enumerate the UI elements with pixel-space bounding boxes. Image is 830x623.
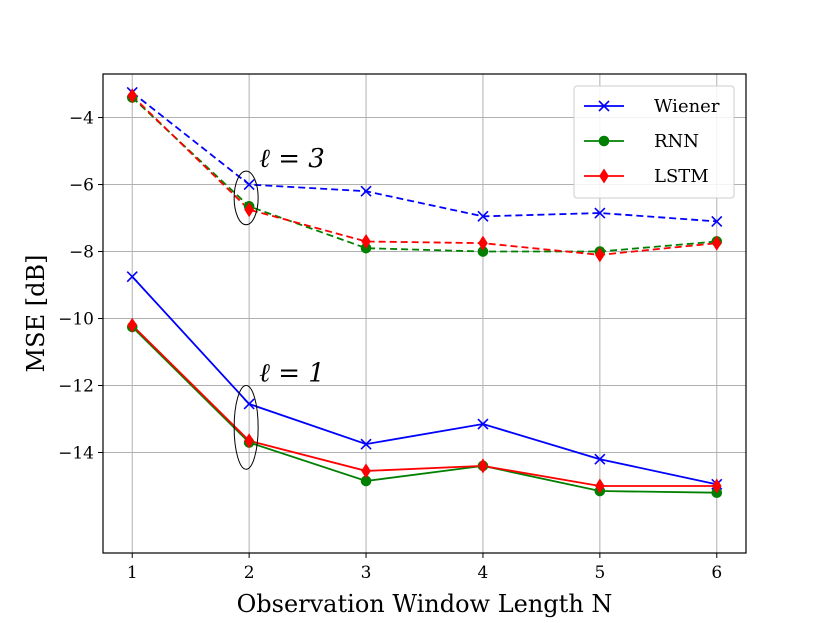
legend-marker-lstm xyxy=(599,168,609,184)
x-tick-label: 3 xyxy=(361,563,372,583)
x-tick-label: 5 xyxy=(594,563,605,583)
y-tick-label: −4 xyxy=(69,109,94,129)
data-point-lstm-l3 xyxy=(711,235,722,251)
data-point-lstm-l3 xyxy=(244,202,254,218)
data-point-wiener-l1 xyxy=(594,453,606,465)
series-lines xyxy=(131,91,717,494)
series-line-rnn-l3 xyxy=(131,96,717,253)
data-point-lstm-l3 xyxy=(478,235,488,251)
y-tick-label: −6 xyxy=(69,176,94,196)
x-tick-label: 4 xyxy=(478,563,489,583)
data-point-wiener-l1 xyxy=(126,271,138,283)
series-line-wiener-l3 xyxy=(131,91,717,223)
legend-label-rnn: RNN xyxy=(654,131,699,152)
y-tick-label: −14 xyxy=(58,444,94,464)
data-point-lstm-l1 xyxy=(711,478,722,494)
data-point-lstm-l1 xyxy=(595,478,605,494)
data-point-lstm-l1 xyxy=(127,317,138,333)
data-point-lstm-l3 xyxy=(595,247,605,263)
data-point-wiener-l3 xyxy=(594,207,606,219)
y-tick-label: −8 xyxy=(69,243,94,263)
legend-box xyxy=(573,85,735,199)
legend-marker-wiener xyxy=(598,100,610,112)
annotation-label-l3: ℓ = 3 xyxy=(259,144,325,174)
y-tick-label: −12 xyxy=(58,377,94,397)
data-point-wiener-l3 xyxy=(711,215,723,227)
x-tick-label: 6 xyxy=(711,563,722,583)
axis-ticks: 1 2 3 4 5 6 −14 −12 −10 −8 −6 −4 xyxy=(58,109,722,583)
data-point-wiener-l1 xyxy=(360,438,372,450)
data-point-lstm-l1 xyxy=(361,463,371,479)
annotations: ℓ = 3 ℓ = 1 xyxy=(233,144,325,470)
legend-marker-rnn xyxy=(598,135,610,147)
data-point-wiener-l1 xyxy=(477,418,489,430)
series-line-rnn-l1 xyxy=(131,326,717,494)
series-markers xyxy=(126,86,723,499)
data-point-wiener-l3 xyxy=(360,185,372,197)
series-line-wiener-l1 xyxy=(131,276,717,486)
annotation-ellipse-l3 xyxy=(233,170,259,226)
y-tick-label: −10 xyxy=(58,310,94,330)
data-point-wiener-l3 xyxy=(477,210,489,222)
series-line-lstm-l3 xyxy=(131,95,717,256)
x-tick-label: 1 xyxy=(127,563,138,583)
legend-label-lstm: LSTM xyxy=(654,166,709,187)
data-point-lstm-l3 xyxy=(127,88,138,104)
data-point-lstm-l3 xyxy=(361,233,371,250)
legend: Wiener RNN LSTM xyxy=(573,85,735,199)
legend-label-wiener: Wiener xyxy=(654,96,720,117)
series-line-lstm-l1 xyxy=(131,324,717,487)
annotation-label-l1: ℓ = 1 xyxy=(259,359,325,389)
x-axis-label: Observation Window Length N xyxy=(237,590,613,618)
data-point-wiener-l3 xyxy=(243,178,255,191)
annotation-ellipse-l1 xyxy=(233,385,259,470)
data-point-wiener-l1 xyxy=(243,398,255,410)
plot-frame xyxy=(102,73,747,554)
x-tick-label: 2 xyxy=(244,563,255,583)
data-point-lstm-l1 xyxy=(244,433,254,449)
y-axis-label: MSE [dB] xyxy=(22,255,50,373)
data-point-lstm-l1 xyxy=(478,458,488,474)
